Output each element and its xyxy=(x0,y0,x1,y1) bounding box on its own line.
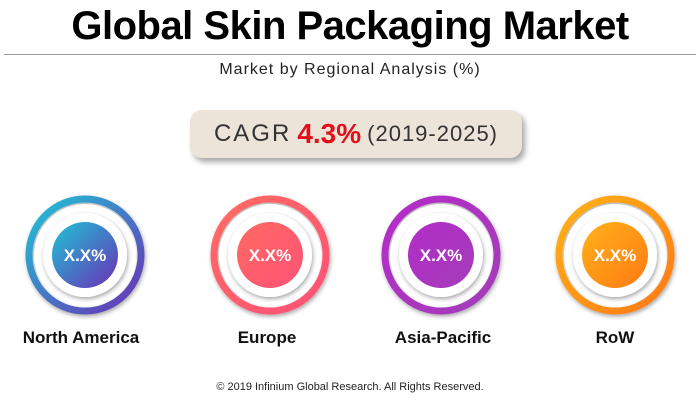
region-value: X.X% xyxy=(249,246,292,265)
cagr-period: (2019-2025) xyxy=(367,121,499,146)
page-title: Global Skin Packaging Market xyxy=(71,4,629,48)
cagr-value: 4.3% xyxy=(297,118,362,149)
region-circle-europe: X.X% xyxy=(210,195,330,315)
value-disk xyxy=(237,222,303,288)
outer-ring xyxy=(381,195,501,315)
region-label-europe: Europe xyxy=(237,328,297,347)
copyright-footer: © 2019 Infinium Global Research. All Rig… xyxy=(216,381,484,393)
value-disk xyxy=(582,222,648,288)
cagr-badge: CAGR 4.3% (2019-2025) xyxy=(190,110,522,158)
region-value: X.X% xyxy=(594,246,637,265)
region-value: X.X% xyxy=(64,246,107,265)
region-circle-asia-pacific: X.X% xyxy=(381,195,501,315)
region-value: X.X% xyxy=(420,246,463,265)
value-disk xyxy=(408,222,474,288)
region-label-asia-pacific: Asia-Pacific xyxy=(394,328,492,347)
region-label-row: RoW xyxy=(595,328,635,347)
outer-ring xyxy=(210,195,330,315)
outer-ring xyxy=(25,195,145,315)
outer-ring xyxy=(555,195,675,315)
title-divider xyxy=(4,54,696,55)
region-circle-row: X.X% xyxy=(555,195,675,315)
region-circles: X.X% X.X% X.X% X.X% xyxy=(25,195,675,315)
chart-subtitle: Market by Regional Analysis (%) xyxy=(219,61,481,78)
value-disk xyxy=(52,222,118,288)
region-label-north-america: North America xyxy=(22,328,140,347)
cagr-label: CAGR xyxy=(213,120,292,147)
region-circle-north-america: X.X% xyxy=(25,195,145,315)
